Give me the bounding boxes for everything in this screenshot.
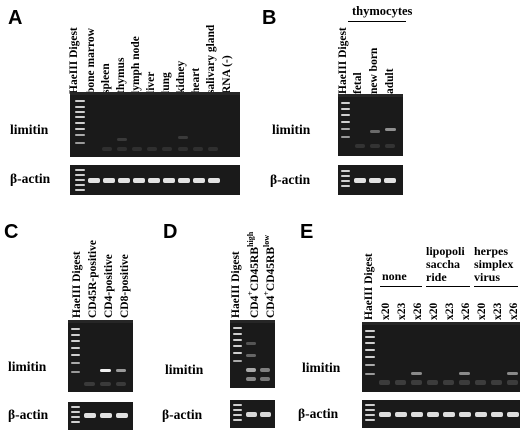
row-label-a-limitin: limitin [10, 122, 49, 137]
gel-b-limitin [338, 94, 403, 156]
lane-label-a-lymph-node: lymph node [130, 36, 142, 94]
lane-label-e-x23-1: x23 [396, 302, 408, 320]
lane-label-e-x26-1: x26 [412, 302, 424, 320]
row-label-d-limitin: limitin [165, 362, 204, 377]
gel-c-actin [68, 402, 133, 430]
gel-b-actin [338, 165, 403, 195]
lane-label-a-spleen: spleen [100, 63, 112, 94]
group-bracket-e-lps [426, 286, 470, 287]
row-label-c-actin: β-actin [8, 407, 49, 422]
panel-letter-b: B [262, 7, 277, 29]
panel-letter-a: A [8, 7, 23, 29]
lane-label-e-ladder: HaeIII Digest [363, 253, 375, 320]
gel-d-limitin [230, 320, 275, 388]
lane-label-b-ladder: HaeIII Digest [337, 27, 349, 94]
lane-label-a-bone-marrow: bone marrow [85, 28, 97, 94]
lane-label-c-cd8: CD8-positive [119, 254, 131, 318]
row-label-b-limitin: limitin [272, 122, 311, 137]
gel-e-limitin [362, 322, 520, 392]
lane-label-e-x20-3: x20 [476, 302, 488, 320]
lane-label-a-rna-neg: RNA (-) [221, 55, 233, 94]
lane-label-e-x23-2: x23 [444, 302, 456, 320]
lane-label-e-x20-2: x20 [428, 302, 440, 320]
lane-label-b-new-born: new born [368, 47, 380, 94]
lane-label-a-kidney: kidney [175, 60, 187, 94]
lane-label-d-rbhigh: CD4+CD45RBhigh [246, 231, 261, 318]
gel-a-limitin [70, 92, 240, 157]
lane-label-b-fetal: fetal [352, 72, 364, 94]
lane-label-c-ladder: HaeIII Digest [71, 251, 83, 318]
lane-label-e-x26-2: x26 [460, 302, 472, 320]
lane-label-a-heart: heart [190, 67, 202, 94]
row-label-b-actin: β-actin [270, 172, 311, 187]
row-label-d-actin: β-actin [162, 407, 203, 422]
group-label-e-none: none [382, 269, 407, 283]
group-label-e-lps: lipopoli saccha ride [426, 244, 465, 284]
lane-label-a-ladder: HaeIII Digest [68, 27, 80, 94]
group-bracket-e-none [380, 286, 422, 287]
panel-letter-d: D [163, 221, 178, 243]
lane-label-e-x23-3: x23 [492, 302, 504, 320]
gel-d-actin [230, 400, 275, 428]
lane-label-c-cd4: CD4-positive [103, 254, 115, 318]
group-bracket-b [348, 21, 406, 22]
lane-label-a-salivary-gland: salivary gland [205, 24, 217, 94]
row-label-c-limitin: limitin [8, 359, 47, 374]
lane-label-a-thymus: thymus [115, 57, 127, 94]
group-bracket-e-hsv [474, 286, 518, 287]
gel-a-actin [70, 165, 240, 195]
row-label-a-actin: β-actin [10, 171, 51, 186]
lane-label-d-ladder: HaeIII Digest [230, 251, 242, 318]
group-label-e-hsv: herpes simplex virus [474, 244, 514, 284]
row-label-e-actin: β-actin [298, 406, 339, 421]
lane-label-c-cd45r: CD45R-positive [87, 240, 99, 318]
panel-letter-c: C [4, 221, 19, 243]
lane-label-e-x26-3: x26 [508, 302, 520, 320]
lane-label-b-adult: adult [384, 68, 396, 94]
lane-label-d-rblow: CD4+CD45RBlow [262, 234, 277, 318]
lane-label-a-lung: lung [160, 72, 172, 94]
row-label-e-limitin: limitin [302, 360, 341, 375]
gel-e-actin [362, 400, 520, 428]
panel-letter-e: E [300, 221, 314, 243]
lane-label-e-x20-1: x20 [380, 302, 392, 320]
gel-c-limitin [68, 320, 133, 392]
lane-label-a-liver: liver [145, 71, 157, 94]
group-label-b-thymocytes: thymocytes [352, 4, 413, 18]
